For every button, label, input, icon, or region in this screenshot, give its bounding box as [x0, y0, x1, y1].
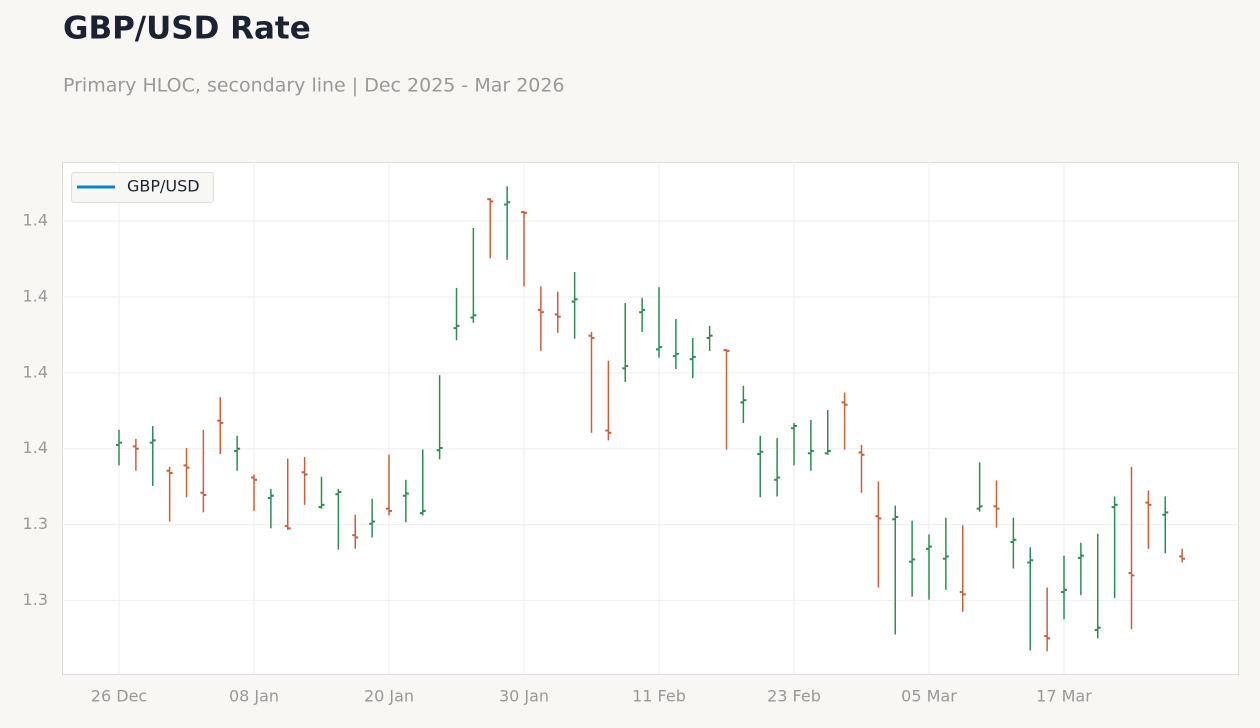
marks: [116, 186, 1186, 652]
x-tick-label: 26 Dec: [91, 687, 147, 706]
x-tick-label: 30 Jan: [499, 687, 549, 706]
y-tick-label: 1.4: [23, 287, 48, 306]
y-tick-label: 1.4: [23, 362, 48, 381]
legend-label: GBP/USD: [127, 177, 200, 196]
plot-area: [62, 162, 1239, 675]
x-tick-label: 08 Jan: [229, 687, 279, 706]
chart-title: GBP/USD Rate: [63, 11, 311, 47]
y-tick-label: 1.4: [23, 438, 48, 457]
chart-subtitle: Primary HLOC, secondary line | Dec 2025 …: [63, 75, 565, 97]
legend: GBP/USD: [71, 172, 214, 203]
legend-box: [71, 172, 214, 203]
y-tick-label: 1.4: [23, 211, 48, 230]
x-tick-label: 23 Feb: [767, 687, 821, 706]
x-tick-label: 17 Mar: [1036, 687, 1092, 706]
x-tick-label: 20 Jan: [364, 687, 414, 706]
grid: 1.4 1.4 1.4 1.4 1.3 1.3 26 Dec 08 Jan 20 Jan 30 J…: [23, 162, 1238, 706]
x-tick-label: 05 Mar: [901, 687, 957, 706]
x-tick-label: 11 Feb: [632, 687, 686, 706]
y-tick-label: 1.3: [23, 514, 48, 533]
y-tick-label: 1.3: [23, 590, 48, 609]
